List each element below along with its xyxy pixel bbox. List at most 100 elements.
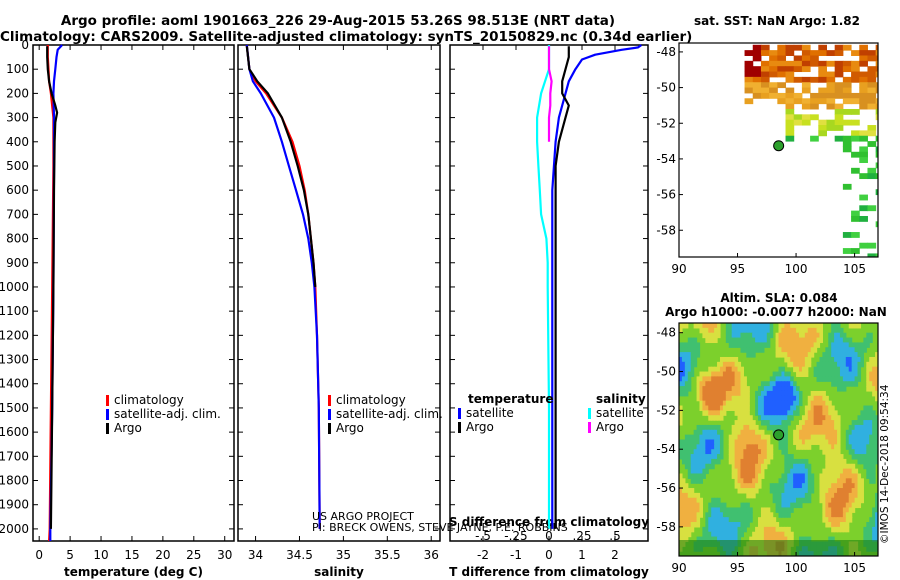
- sla-cell: [760, 323, 765, 329]
- sla-cell: [787, 361, 791, 368]
- sla-cell: [769, 420, 774, 426]
- sla-cell: [746, 342, 750, 348]
- sst-cell: [875, 66, 878, 73]
- sla-cell: [755, 327, 759, 334]
- sla-cell: [872, 424, 876, 431]
- sla-cell: [766, 449, 771, 455]
- sla-cell: [711, 366, 715, 373]
- sla-cell: [863, 420, 867, 426]
- sst-cell: [777, 50, 787, 56]
- sla-cell: [839, 342, 844, 348]
- sla-cell: [702, 400, 706, 407]
- sla-cell: [708, 449, 712, 455]
- sla-cell: [749, 337, 753, 344]
- sla-cell: [869, 410, 873, 416]
- sla-cell: [807, 327, 812, 334]
- sst-cell: [842, 135, 852, 142]
- sst-cell: [801, 60, 811, 67]
- sla-cell: [687, 507, 692, 513]
- sla-cell: [837, 488, 841, 494]
- sla-cell: [749, 352, 753, 358]
- sla-cell: [825, 415, 829, 421]
- sla-cell: [772, 517, 777, 523]
- sla-cell: [857, 444, 862, 450]
- sla-cell: [740, 381, 744, 387]
- sla-cell: [772, 522, 777, 528]
- sla-cell: [822, 376, 826, 382]
- sla-cell: [714, 458, 718, 465]
- sla-cell: [807, 420, 812, 426]
- sla-cell: [825, 502, 829, 509]
- sla-cell: [760, 332, 765, 339]
- sla-cell: [717, 361, 721, 368]
- sla-cell: [690, 347, 695, 353]
- sla-cell: [734, 323, 739, 329]
- sla-cell: [752, 483, 756, 489]
- sla-cell: [693, 497, 698, 504]
- sla-cell: [801, 323, 806, 329]
- sla-cell: [763, 327, 768, 334]
- sla-cell: [708, 337, 712, 344]
- sla-cell: [796, 444, 800, 450]
- sla-cell: [872, 449, 876, 455]
- sla-cell: [863, 439, 867, 445]
- sla-cell: [731, 381, 736, 387]
- sla-cell: [810, 439, 815, 445]
- sla-cell: [752, 463, 756, 470]
- sla-cell: [743, 381, 747, 387]
- sla-cell: [866, 342, 870, 348]
- sst-cell: [801, 98, 811, 105]
- sla-cell: [816, 361, 821, 368]
- sla-cell: [822, 449, 826, 455]
- temperature-series-2: [46, 46, 59, 529]
- sla-cell: [851, 420, 856, 426]
- sla-cell: [860, 434, 864, 441]
- sla-cell: [822, 507, 826, 513]
- sla-cell: [763, 332, 768, 339]
- sla-cell: [766, 424, 771, 431]
- sla-cell: [755, 332, 759, 339]
- sla-cell: [734, 507, 739, 513]
- sla-cell: [760, 347, 765, 353]
- sst-cell: [826, 76, 836, 83]
- sst-map-ytick-label: -50: [656, 81, 676, 95]
- sla-cell: [772, 395, 777, 402]
- sla-cell: [787, 463, 791, 470]
- sla-cell: [714, 337, 718, 344]
- sla-cell: [869, 522, 873, 528]
- sla-cell: [746, 323, 750, 329]
- sst-cell: [851, 215, 860, 222]
- sla-cell: [857, 361, 862, 368]
- sla-cell: [828, 337, 832, 344]
- sla-cell: [681, 356, 686, 363]
- sla-cell: [825, 517, 829, 523]
- sla-cell: [813, 337, 818, 344]
- sla-cell: [860, 420, 864, 426]
- sla-cell: [679, 483, 683, 489]
- sla-cell: [834, 444, 838, 450]
- sla-cell: [702, 468, 706, 475]
- temperature-xtick-label: 25: [186, 548, 201, 562]
- sla-cell: [690, 473, 695, 479]
- sla-cell: [842, 488, 847, 494]
- sla-cell: [801, 424, 806, 431]
- sla-cell: [696, 454, 701, 460]
- sla-cell: [828, 366, 832, 373]
- sla-cell: [766, 386, 771, 392]
- sla-cell: [781, 502, 785, 509]
- sla-cell: [872, 444, 876, 450]
- sla-cell: [787, 386, 791, 392]
- sla-cell: [679, 502, 683, 509]
- sst-cell: [842, 146, 852, 153]
- sla-cell: [828, 444, 832, 450]
- sla-cell: [837, 424, 841, 431]
- sla-cell: [816, 434, 821, 441]
- sla-cell: [813, 434, 818, 441]
- sla-cell: [743, 376, 747, 382]
- sla-cell: [734, 410, 739, 416]
- sla-cell: [842, 361, 847, 368]
- sla-cell: [872, 517, 876, 523]
- sla-cell: [687, 454, 692, 460]
- sla-cell: [784, 390, 788, 397]
- sla-cell: [717, 458, 721, 465]
